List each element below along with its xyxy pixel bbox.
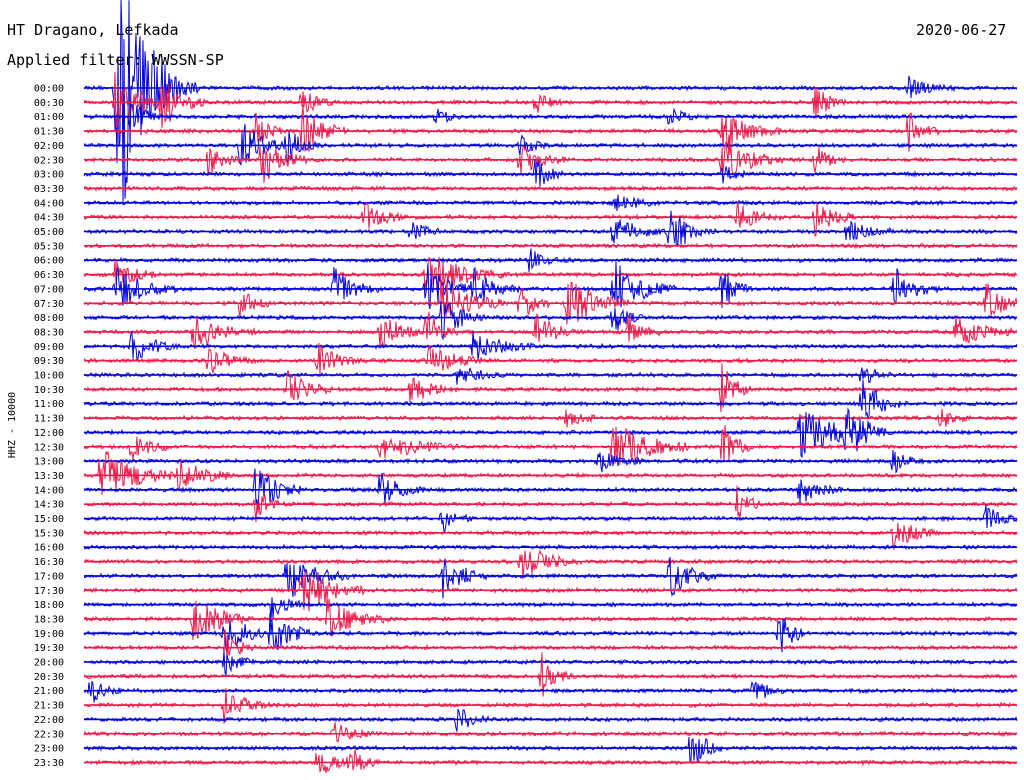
row-time-label: 14:30: [34, 500, 64, 511]
row-time-label: 20:30: [34, 672, 64, 683]
row-time-label: 19:30: [34, 643, 64, 654]
row-time-label: 09:30: [34, 356, 64, 367]
chart-date: 2020-06-27: [916, 21, 1007, 39]
row-time-label: 07:00: [34, 284, 64, 295]
row-time-label: 16:00: [34, 543, 64, 554]
row-time-label: 15:30: [34, 528, 64, 539]
row-time-label: 11:30: [34, 414, 64, 425]
row-time-label: 04:30: [34, 213, 64, 224]
row-time-label: 06:30: [34, 270, 64, 281]
seismogram-trace: [83, 736, 1018, 763]
row-time-label: 17:30: [34, 586, 64, 597]
row-time-label: 12:30: [34, 442, 64, 453]
seismogram-trace: [83, 367, 1018, 385]
seismogram-trace: [83, 708, 1018, 732]
seismogram-trace: [83, 379, 1018, 421]
row-time-label: 06:00: [34, 256, 64, 267]
row-time-label: 03:30: [34, 184, 64, 195]
seismogram-trace: [83, 722, 1018, 743]
row-time-label: 16:30: [34, 557, 64, 568]
row-time-label: 08:30: [34, 327, 64, 338]
row-time-label: 20:00: [34, 658, 64, 669]
row-time-label: 13:00: [34, 457, 64, 468]
seismogram-trace: [83, 71, 1018, 129]
row-time-label: 19:00: [34, 629, 64, 640]
seismogram-trace: [83, 597, 1018, 622]
row-time-label: 15:00: [34, 514, 64, 525]
chart-subtitle: Applied filter: WWSSN-SP: [7, 51, 224, 69]
row-time-label: 08:00: [34, 313, 64, 324]
chart-title: HT Dragano, Lefkada: [7, 21, 179, 39]
row-time-label: 21:00: [34, 686, 64, 697]
seismogram-trace: [83, 522, 1018, 550]
row-time-label: 14:00: [34, 485, 64, 496]
y-axis-label: HHZ - 10000: [7, 391, 18, 459]
seismogram-trace: [83, 749, 1018, 774]
seismogram-trace: [83, 680, 1018, 703]
row-time-label: 10:00: [34, 371, 64, 382]
row-time-label: 02:00: [34, 141, 64, 152]
row-time-label: 01:30: [34, 127, 64, 138]
row-time-label: 00:30: [34, 98, 64, 109]
row-time-label: 23:00: [34, 744, 64, 755]
row-time-label: 05:30: [34, 241, 64, 252]
row-time-label: 10:30: [34, 385, 64, 396]
row-time-label: 07:30: [34, 299, 64, 310]
seismogram-trace: [83, 612, 1018, 653]
row-time-label: 13:30: [34, 471, 64, 482]
row-time-label: 21:30: [34, 701, 64, 712]
row-time-label: 22:30: [34, 729, 64, 740]
row-time-label: 09:00: [34, 342, 64, 353]
row-time-label: 17:00: [34, 571, 64, 582]
row-time-label: 05:00: [34, 227, 64, 238]
row-time-label: 03:00: [34, 170, 64, 181]
row-time-label: 11:00: [34, 399, 64, 410]
seismogram-trace: [83, 342, 1018, 375]
row-time-label: 23:30: [34, 758, 64, 769]
row-time-label: 18:00: [34, 600, 64, 611]
row-time-label: 12:00: [34, 428, 64, 439]
row-time-label: 00:00: [34, 84, 64, 95]
row-time-label: 01:00: [34, 112, 64, 123]
row-time-label: 18:30: [34, 614, 64, 625]
row-time-label: 04:00: [34, 198, 64, 209]
row-time-label: 22:00: [34, 715, 64, 726]
seismogram-trace: [83, 159, 1018, 187]
row-time-label: 02:30: [34, 155, 64, 166]
